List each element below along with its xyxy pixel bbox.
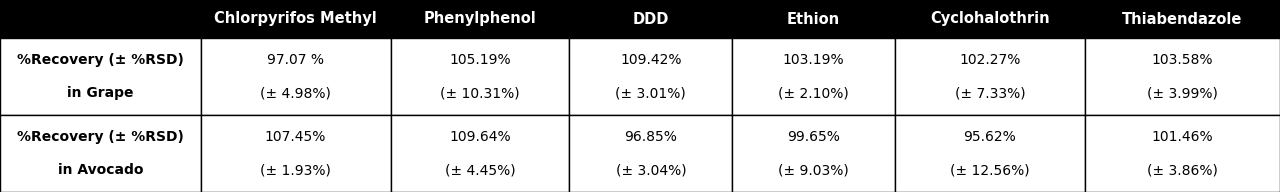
- Text: 96.85%: 96.85%: [625, 130, 677, 144]
- Text: (± 3.86%): (± 3.86%): [1147, 163, 1217, 177]
- Text: in Avocado: in Avocado: [58, 163, 143, 177]
- Bar: [570, 0, 732, 38]
- Text: (± 4.98%): (± 4.98%): [260, 86, 332, 100]
- Bar: [570, 115, 732, 192]
- Text: DDD: DDD: [632, 12, 669, 26]
- Text: 103.58%: 103.58%: [1152, 53, 1213, 67]
- Text: (± 3.04%): (± 3.04%): [616, 163, 686, 177]
- Bar: [0, 38, 201, 115]
- Text: 103.19%: 103.19%: [783, 53, 845, 67]
- Bar: [1084, 38, 1280, 115]
- Text: (± 10.31%): (± 10.31%): [440, 86, 520, 100]
- Text: (± 3.01%): (± 3.01%): [616, 86, 686, 100]
- Text: %Recovery (± %RSD): %Recovery (± %RSD): [17, 130, 184, 144]
- Text: 107.45%: 107.45%: [265, 130, 326, 144]
- Text: (± 9.03%): (± 9.03%): [778, 163, 849, 177]
- Text: 99.65%: 99.65%: [787, 130, 840, 144]
- Bar: [895, 38, 1084, 115]
- Bar: [895, 115, 1084, 192]
- Text: 102.27%: 102.27%: [959, 53, 1020, 67]
- Bar: [201, 0, 390, 38]
- Bar: [732, 0, 895, 38]
- Text: Ethion: Ethion: [787, 12, 840, 26]
- Text: Cyclohalothrin: Cyclohalothrin: [931, 12, 1050, 26]
- Text: 105.19%: 105.19%: [449, 53, 511, 67]
- Text: 97.07 %: 97.07 %: [268, 53, 324, 67]
- Bar: [201, 38, 390, 115]
- Text: (± 12.56%): (± 12.56%): [950, 163, 1029, 177]
- Bar: [390, 115, 570, 192]
- Bar: [390, 0, 570, 38]
- Bar: [1084, 115, 1280, 192]
- Bar: [1084, 0, 1280, 38]
- Text: (± 7.33%): (± 7.33%): [955, 86, 1025, 100]
- Bar: [390, 38, 570, 115]
- Text: 95.62%: 95.62%: [964, 130, 1016, 144]
- Text: (± 2.10%): (± 2.10%): [778, 86, 849, 100]
- Bar: [732, 115, 895, 192]
- Text: 101.46%: 101.46%: [1152, 130, 1213, 144]
- Text: Thiabendazole: Thiabendazole: [1123, 12, 1243, 26]
- Text: (± 4.45%): (± 4.45%): [444, 163, 516, 177]
- Bar: [895, 0, 1084, 38]
- Text: 109.42%: 109.42%: [620, 53, 681, 67]
- Text: 109.64%: 109.64%: [449, 130, 511, 144]
- Text: (± 1.93%): (± 1.93%): [260, 163, 332, 177]
- Bar: [0, 115, 201, 192]
- Bar: [570, 38, 732, 115]
- Bar: [0, 0, 201, 38]
- Text: %Recovery (± %RSD): %Recovery (± %RSD): [17, 53, 184, 67]
- Bar: [201, 115, 390, 192]
- Text: (± 3.99%): (± 3.99%): [1147, 86, 1217, 100]
- Text: Phenylphenol: Phenylphenol: [424, 12, 536, 26]
- Text: Chlorpyrifos Methyl: Chlorpyrifos Methyl: [214, 12, 378, 26]
- Bar: [732, 38, 895, 115]
- Text: in Grape: in Grape: [67, 86, 133, 100]
